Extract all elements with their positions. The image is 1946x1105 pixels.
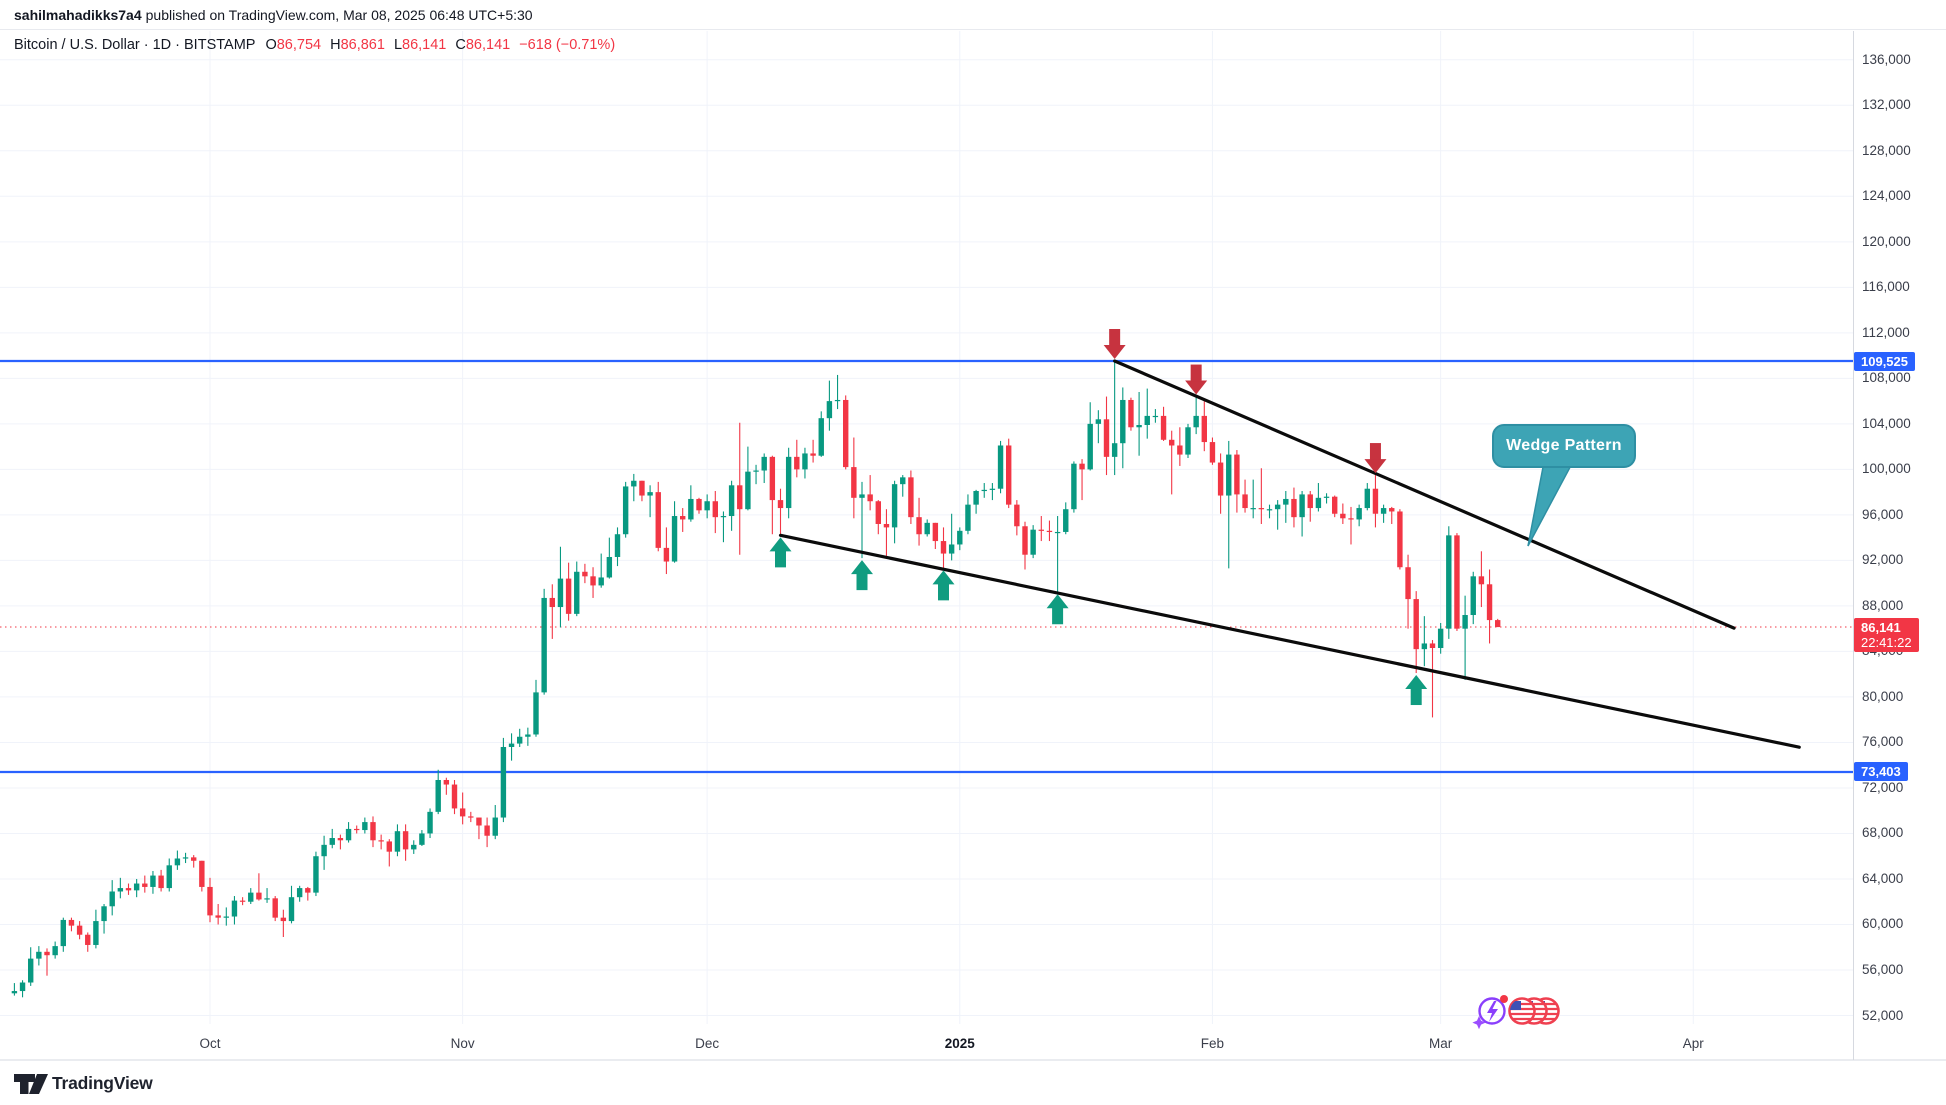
price-axis-label: 128,000 — [1862, 142, 1911, 158]
symbol-title: Bitcoin / U.S. Dollar · 1D · BITSTAMP — [14, 37, 256, 53]
time-axis-label: Oct — [199, 1036, 221, 1051]
price-axis-label: 136,000 — [1862, 51, 1911, 67]
tradingview-logo-icon[interactable] — [13, 1073, 59, 1095]
price-axis-label: 52,000 — [1862, 1007, 1904, 1023]
up-arrow-icon — [769, 537, 792, 552]
last-price-value: 86,141 — [1861, 619, 1901, 635]
ohlc-low: L86,141 — [393, 37, 447, 53]
up-arrow-icon — [932, 570, 955, 585]
change-value: −618 (−0.71%) — [519, 37, 616, 53]
support-price-tag: 73,403 — [1854, 762, 1908, 782]
time-axis-label: Dec — [695, 1036, 720, 1051]
resistance-price-tag: 109,525 — [1854, 351, 1915, 371]
down-arrow-icon — [1185, 380, 1208, 395]
time-axis-label: Apr — [1682, 1036, 1704, 1051]
crypto-event-icon[interactable] — [1472, 995, 1508, 1030]
time-axis-label: Feb — [1200, 1036, 1225, 1051]
signal-arrow-markers[interactable] — [769, 329, 1428, 706]
symbol-legend[interactable]: Bitcoin / U.S. Dollar · 1D · BITSTAMP O8… — [14, 37, 615, 53]
up-arrow-icon — [851, 560, 873, 575]
price-axis-label: 56,000 — [1862, 961, 1904, 977]
price-axis-label: 60,000 — [1862, 916, 1904, 932]
time-axis-label: 2025 — [944, 1036, 975, 1051]
price-axis-label: 80,000 — [1862, 688, 1904, 704]
price-axis-label: 100,000 — [1862, 461, 1911, 477]
candlestick-series — [11, 361, 1501, 998]
ohlc-close: C86,141 — [455, 37, 511, 53]
publisher-bar: sahilmahadikks7a4 published on TradingVi… — [0, 0, 1946, 30]
last-price-tag: 86,141 22:41:22 — [1854, 617, 1919, 652]
us-flag-event-icon[interactable] — [1508, 997, 1536, 1025]
ohlc-high: H86,861 — [330, 37, 385, 53]
price-axis-label: 120,000 — [1862, 233, 1911, 249]
price-axis-label: 88,000 — [1862, 597, 1904, 613]
price-axis-label: 72,000 — [1862, 779, 1904, 795]
down-arrow-icon — [1364, 459, 1387, 474]
publish-info: published on TradingView.com, Mar 08, 20… — [145, 6, 533, 23]
price-axis-label: 112,000 — [1862, 324, 1910, 340]
down-arrow-icon — [1103, 345, 1126, 359]
up-arrow-icon — [1405, 675, 1428, 690]
publisher-username: sahilmahadikks7a4 — [14, 6, 142, 23]
time-axis-label: Nov — [450, 1036, 475, 1051]
price-axis-label: 132,000 — [1862, 97, 1911, 113]
price-axis-label: 108,000 — [1862, 370, 1911, 386]
price-axis-label: 92,000 — [1862, 552, 1904, 568]
time-axis-label: Mar — [1429, 1036, 1453, 1051]
horizontal-level-lines[interactable] — [0, 359, 1853, 774]
price-axis-label: 124,000 — [1862, 188, 1911, 204]
price-axis-label: 64,000 — [1862, 870, 1904, 886]
grid-lines — [0, 31, 1853, 1024]
price-axis-label: 96,000 — [1862, 506, 1904, 522]
price-axis-label: 68,000 — [1862, 825, 1904, 841]
panel-borders — [0, 31, 1946, 1061]
bar-countdown: 22:41:22 — [1861, 634, 1912, 650]
price-axis-label: 116,000 — [1862, 279, 1910, 295]
ohlc-open: O86,754 — [265, 37, 322, 53]
wedge-pattern-callout[interactable]: Wedge Pattern — [1492, 424, 1636, 468]
up-arrow-icon — [1046, 594, 1069, 609]
wedge-trendlines[interactable] — [778, 359, 1801, 749]
tradingview-logo-text[interactable]: TradingView — [52, 1073, 153, 1093]
price-axis-label: 104,000 — [1862, 415, 1911, 431]
price-axis-label: 76,000 — [1862, 734, 1904, 750]
event-icons[interactable] — [1472, 995, 1560, 1030]
